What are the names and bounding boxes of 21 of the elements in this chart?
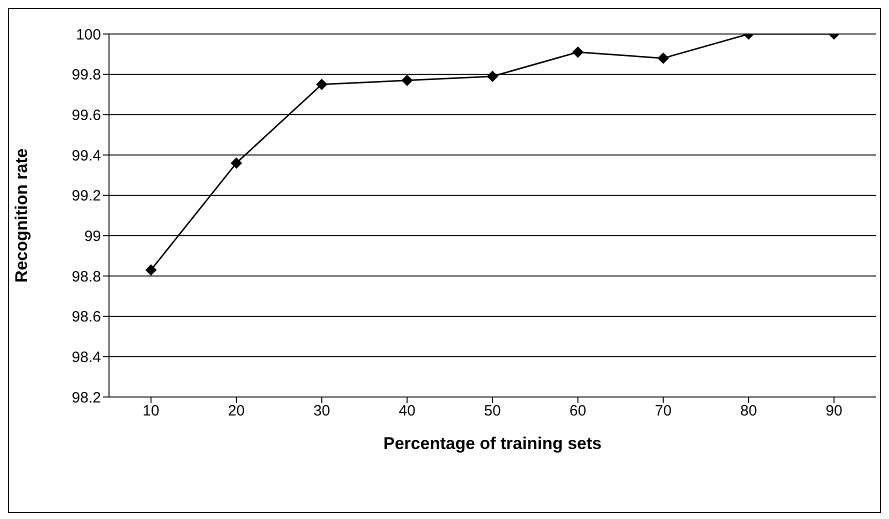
x-tick-label: 90 — [826, 402, 842, 420]
y-tick-label: 98.6 — [72, 308, 101, 326]
y-tick-label: 99.8 — [72, 66, 101, 84]
x-tick-label: 20 — [228, 402, 245, 420]
y-axis-title: Recognition rate — [12, 148, 32, 283]
x-tick-label: 50 — [484, 402, 501, 420]
y-tick-label: 99.4 — [72, 147, 101, 164]
y-tick-label: 98.2 — [72, 389, 101, 406]
x-tick-label: 80 — [740, 402, 757, 420]
y-tick-label: 99 — [84, 228, 101, 245]
y-tick-label: 98.4 — [72, 348, 101, 366]
y-tick-label: 99.2 — [72, 188, 101, 205]
x-tick-label: 40 — [398, 402, 416, 420]
y-tick-label: 98.8 — [72, 268, 101, 286]
x-tick-label: 70 — [654, 402, 672, 420]
x-tick-label: 60 — [570, 402, 586, 420]
x-tick-label: 10 — [142, 402, 160, 420]
y-tick-label: 99.6 — [72, 106, 101, 124]
x-axis-title: Percentage of training sets — [383, 434, 602, 453]
y-tick-label: 100 — [76, 26, 101, 44]
x-tick-label: 30 — [313, 402, 330, 420]
